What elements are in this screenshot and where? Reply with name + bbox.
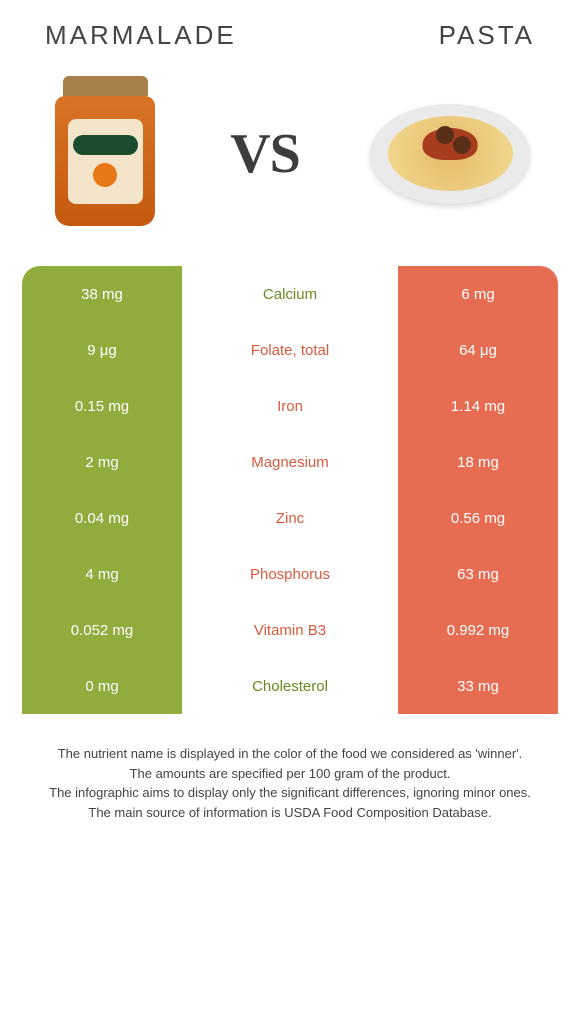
vs-label: VS bbox=[230, 122, 300, 186]
nutrient-name: Iron bbox=[182, 378, 398, 434]
header: Marmalade Pasta bbox=[20, 20, 560, 51]
table-row: 0 mgCholesterol33 mg bbox=[22, 658, 558, 714]
title-left: Marmalade bbox=[45, 20, 237, 51]
table-row: 0.052 mgVitamin B30.992 mg bbox=[22, 602, 558, 658]
nutrient-name: Folate, total bbox=[182, 322, 398, 378]
value-left: 0 mg bbox=[22, 658, 182, 714]
image-row: VS bbox=[20, 76, 560, 231]
table-row: 9 μgFolate, total64 μg bbox=[22, 322, 558, 378]
table-row: 4 mgPhosphorus63 mg bbox=[22, 546, 558, 602]
nutrient-name: Phosphorus bbox=[182, 546, 398, 602]
nutrient-name: Cholesterol bbox=[182, 658, 398, 714]
title-right: Pasta bbox=[439, 20, 535, 51]
nutrient-name: Calcium bbox=[182, 266, 398, 322]
value-right: 1.14 mg bbox=[398, 378, 558, 434]
value-right: 64 μg bbox=[398, 322, 558, 378]
nutrient-name: Zinc bbox=[182, 490, 398, 546]
value-right: 33 mg bbox=[398, 658, 558, 714]
value-right: 18 mg bbox=[398, 434, 558, 490]
table-row: 0.15 mgIron1.14 mg bbox=[22, 378, 558, 434]
table-row: 0.04 mgZinc0.56 mg bbox=[22, 490, 558, 546]
pasta-image bbox=[370, 104, 530, 204]
value-left: 0.052 mg bbox=[22, 602, 182, 658]
value-left: 0.15 mg bbox=[22, 378, 182, 434]
footer-line: The infographic aims to display only the… bbox=[45, 783, 535, 803]
value-left: 9 μg bbox=[22, 322, 182, 378]
value-left: 38 mg bbox=[22, 266, 182, 322]
value-right: 63 mg bbox=[398, 546, 558, 602]
footer-line: The main source of information is USDA F… bbox=[45, 803, 535, 823]
table-row: 2 mgMagnesium18 mg bbox=[22, 434, 558, 490]
table-row: 38 mgCalcium6 mg bbox=[22, 266, 558, 322]
nutrient-name: Magnesium bbox=[182, 434, 398, 490]
value-left: 4 mg bbox=[22, 546, 182, 602]
footer-line: The nutrient name is displayed in the co… bbox=[45, 744, 535, 764]
value-left: 2 mg bbox=[22, 434, 182, 490]
footer-line: The amounts are specified per 100 gram o… bbox=[45, 764, 535, 784]
comparison-table: 38 mgCalcium6 mg9 μgFolate, total64 μg0.… bbox=[22, 266, 558, 714]
nutrient-name: Vitamin B3 bbox=[182, 602, 398, 658]
value-right: 0.992 mg bbox=[398, 602, 558, 658]
footer-notes: The nutrient name is displayed in the co… bbox=[20, 744, 560, 822]
value-right: 0.56 mg bbox=[398, 490, 558, 546]
value-left: 0.04 mg bbox=[22, 490, 182, 546]
value-right: 6 mg bbox=[398, 266, 558, 322]
marmalade-image bbox=[50, 76, 160, 231]
